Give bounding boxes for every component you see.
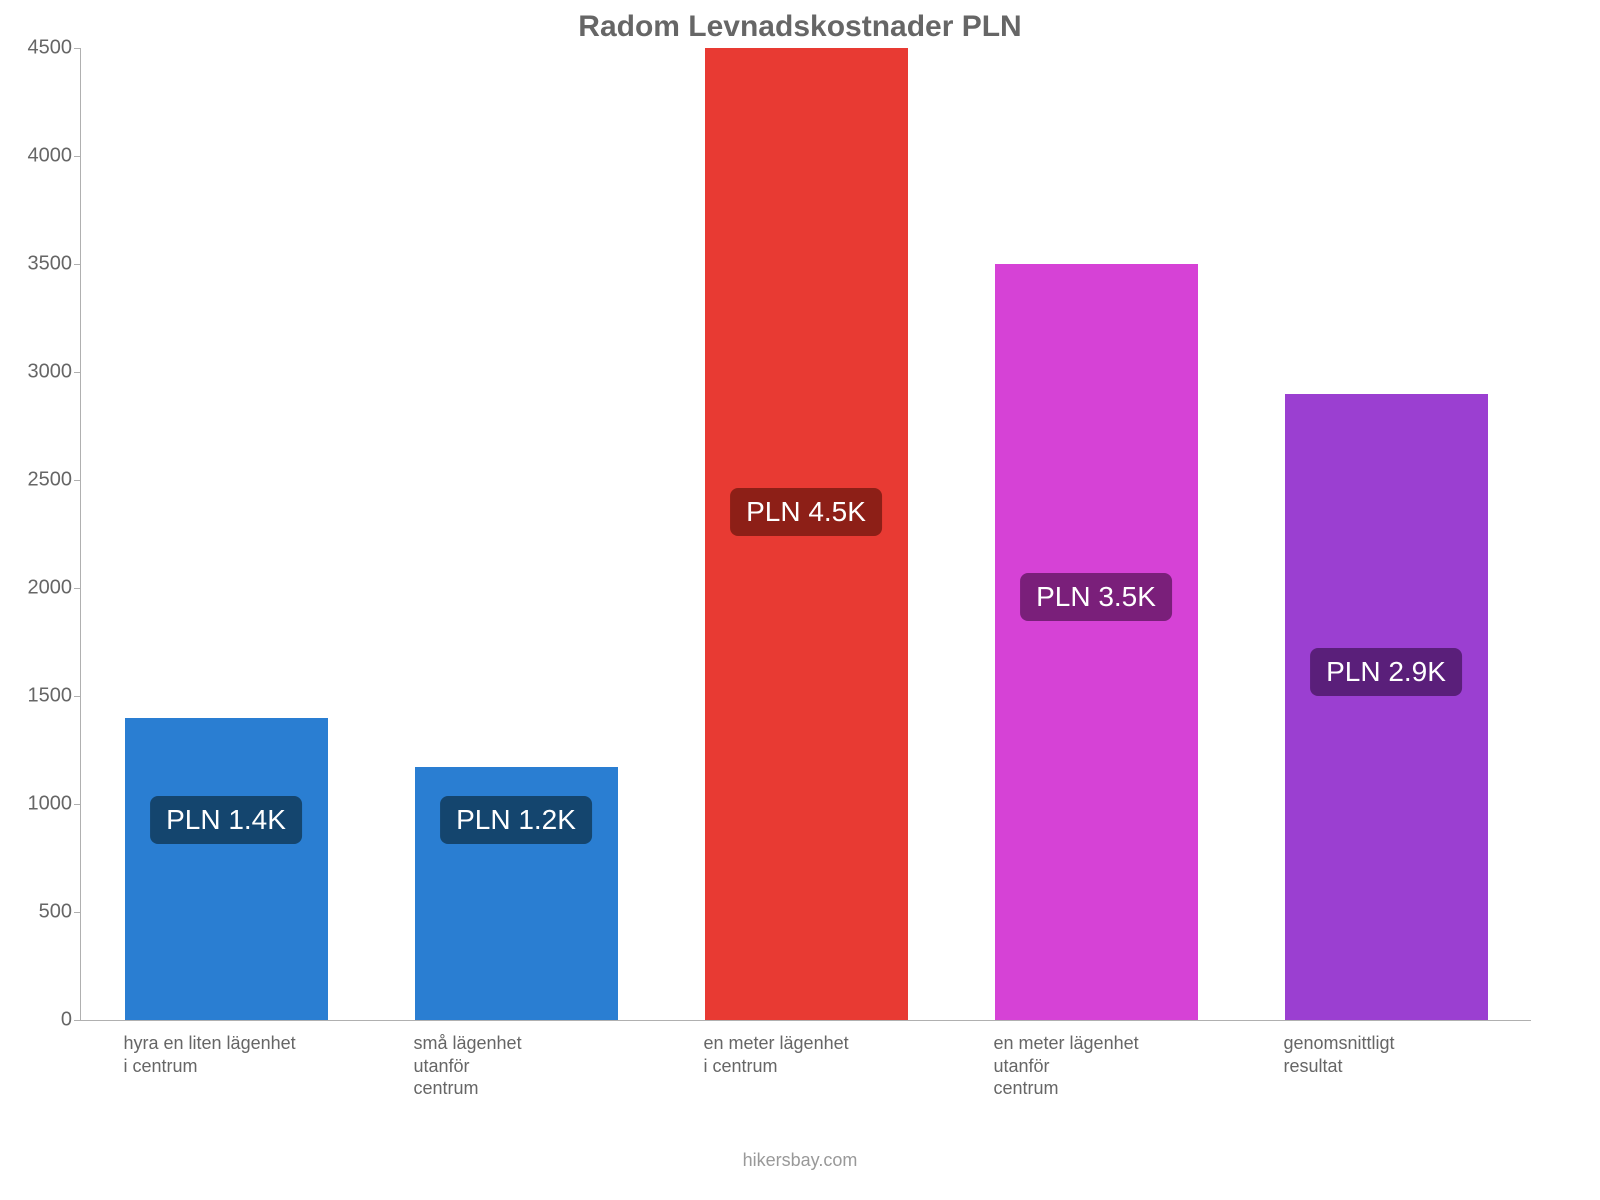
xcat-label-1: små lägenhetutanförcentrum: [414, 1032, 617, 1100]
ytick-label-3: 1500: [28, 685, 73, 708]
ytick-label-5: 2500: [28, 469, 73, 492]
value-badge-0: PLN 1.4K: [150, 796, 302, 844]
value-badge-3: PLN 3.5K: [1020, 573, 1172, 621]
bar-3: [995, 264, 1198, 1020]
cost-of-living-bar-chart: Radom Levnadskostnader PLN 0 500 1000 15…: [0, 0, 1600, 1200]
chart-title: Radom Levnadskostnader PLN: [0, 10, 1600, 44]
value-badge-4: PLN 2.9K: [1310, 648, 1462, 696]
chart-footer: hikersbay.com: [0, 1150, 1600, 1171]
ytick-label-4: 2000: [28, 577, 73, 600]
ytick-label-8: 4000: [28, 145, 73, 168]
ytick-label-1: 500: [39, 901, 72, 924]
plot-area: PLN 1.4K PLN 1.2K PLN 4.5K PLN 3.5K PLN …: [80, 48, 1531, 1021]
value-badge-2: PLN 4.5K: [730, 488, 882, 536]
ytick-label-9: 4500: [28, 37, 73, 60]
xcat-label-2: en meter lägenheti centrum: [704, 1032, 907, 1077]
xcat-label-4: genomsnittligtresultat: [1284, 1032, 1487, 1077]
xcat-label-0: hyra en liten lägenheti centrum: [124, 1032, 327, 1077]
value-badge-1: PLN 1.2K: [440, 796, 592, 844]
bar-0: [125, 718, 328, 1020]
bar-4: [1285, 394, 1488, 1020]
ytick-label-7: 3500: [28, 253, 73, 276]
ytick-label-6: 3000: [28, 361, 73, 384]
ytick-label-2: 1000: [28, 793, 73, 816]
ytick-label-0: 0: [61, 1009, 72, 1032]
xcat-label-3: en meter lägenhetutanförcentrum: [994, 1032, 1197, 1100]
